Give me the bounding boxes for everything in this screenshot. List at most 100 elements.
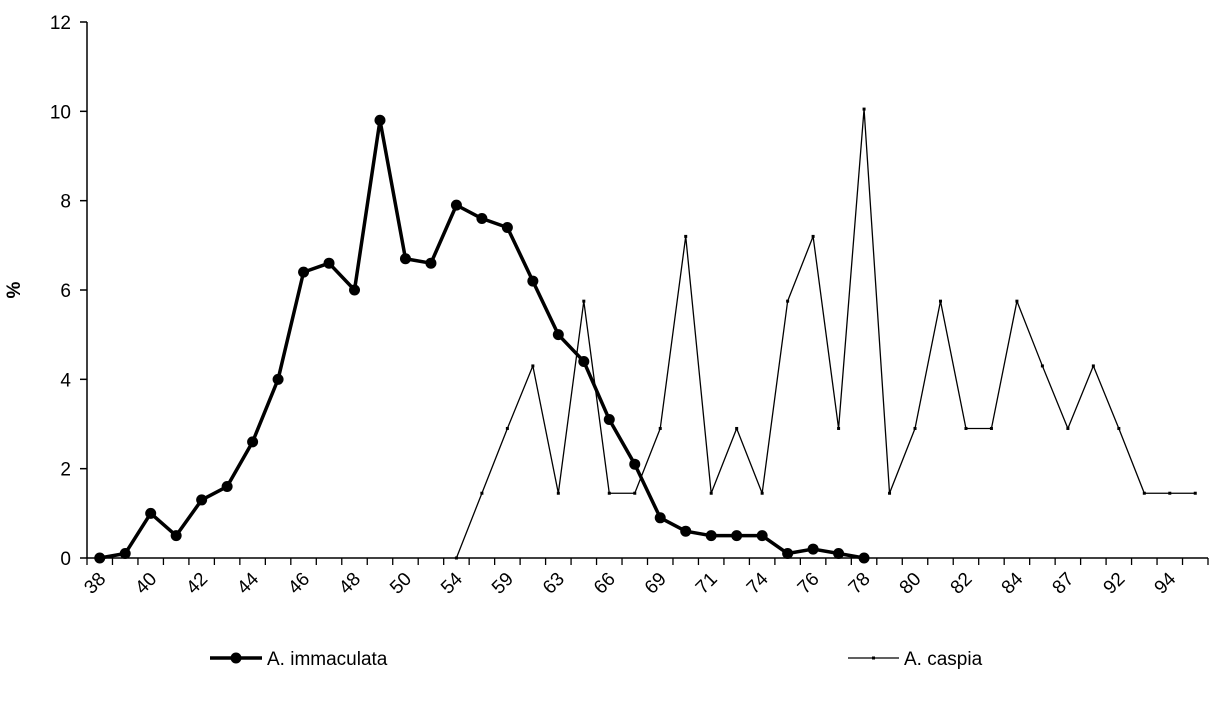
- data-point-immaculata: [527, 275, 539, 287]
- legend-item-immaculata: A. immaculata: [210, 649, 388, 670]
- data-point-immaculata: [731, 530, 743, 542]
- x-tick-label: 66: [590, 569, 620, 599]
- data-point-immaculata: [196, 494, 208, 506]
- series-caspia: [454, 107, 1197, 560]
- x-tick-label: 40: [131, 569, 161, 599]
- x-tick-label: 54: [437, 568, 467, 598]
- legend-marker-caspia: [872, 656, 875, 660]
- x-tick-label: 76: [794, 569, 824, 599]
- x-tick-label: 84: [998, 568, 1028, 598]
- data-point-caspia: [760, 491, 764, 495]
- data-point-immaculata: [858, 552, 870, 564]
- data-point-caspia: [454, 556, 458, 560]
- data-point-immaculata: [476, 213, 488, 225]
- data-point-caspia: [607, 491, 611, 495]
- data-point-caspia: [582, 299, 586, 303]
- y-axis-label: %: [4, 281, 25, 298]
- x-axis: 38 40 42 44 46 48 50 54 59 63 66 69 71 74 76 78 80 82 84 87…: [80, 557, 1209, 599]
- data-point-caspia: [786, 299, 790, 303]
- data-point-immaculata: [425, 257, 437, 269]
- y-tick-label: 2: [60, 460, 71, 481]
- data-point-immaculata: [629, 458, 641, 470]
- data-point-immaculata: [552, 329, 564, 341]
- data-point-caspia: [837, 426, 841, 430]
- legend-label-immaculata: A. immaculata: [267, 649, 388, 670]
- x-tick-label: 92: [1100, 569, 1130, 599]
- x-tick-label: 69: [641, 569, 671, 599]
- x-tick-label: 50: [386, 569, 416, 599]
- y-axis: 0 2 4 6 8 10 12 %: [4, 13, 88, 570]
- data-point-caspia: [1091, 364, 1095, 368]
- data-point-caspia: [862, 107, 866, 111]
- data-point-caspia: [1117, 426, 1121, 430]
- data-point-immaculata: [94, 552, 106, 564]
- data-point-caspia: [989, 426, 993, 430]
- legend: A. immaculata A. caspia: [210, 649, 983, 670]
- data-point-caspia: [480, 491, 484, 495]
- data-point-caspia: [1015, 299, 1019, 303]
- y-tick-label: 12: [50, 13, 71, 34]
- data-point-caspia: [709, 491, 713, 495]
- y-tick-label: 8: [60, 192, 71, 213]
- x-tick-label: 48: [335, 569, 365, 599]
- series-line-caspia: [455, 108, 1196, 559]
- data-point-immaculata: [603, 414, 615, 426]
- data-point-immaculata: [323, 257, 335, 269]
- legend-label-caspia: A. caspia: [904, 649, 983, 670]
- data-point-caspia: [505, 426, 509, 430]
- data-point-caspia: [964, 426, 968, 430]
- data-point-caspia: [1040, 364, 1044, 368]
- legend-item-caspia: A. caspia: [848, 649, 983, 670]
- series-immaculata: [94, 114, 870, 564]
- data-point-caspia: [658, 426, 662, 430]
- data-point-caspia: [1142, 491, 1146, 495]
- data-point-immaculata: [833, 548, 845, 560]
- x-tick-label: 87: [1049, 569, 1079, 599]
- x-tick-label: 44: [233, 568, 263, 598]
- x-tick-label: 38: [80, 569, 110, 599]
- data-point-caspia: [684, 234, 688, 238]
- y-tick-label: 10: [50, 102, 71, 123]
- data-point-caspia: [556, 491, 560, 495]
- data-point-immaculata: [399, 253, 411, 265]
- x-tick-label: 59: [488, 569, 518, 599]
- x-tick-label: 46: [284, 569, 314, 599]
- data-point-caspia: [913, 426, 917, 430]
- data-point-immaculata: [807, 543, 819, 555]
- x-tick-label: 63: [539, 569, 569, 599]
- data-point-immaculata: [705, 530, 717, 542]
- data-point-immaculata: [450, 199, 462, 211]
- data-point-immaculata: [272, 373, 284, 385]
- y-tick-label: 4: [60, 370, 71, 391]
- data-point-immaculata: [170, 530, 182, 542]
- x-tick-label: 42: [182, 569, 212, 599]
- data-point-immaculata: [298, 266, 310, 278]
- data-point-caspia: [888, 491, 892, 495]
- x-tick-label: 78: [845, 569, 875, 599]
- x-tick-label: 71: [692, 569, 722, 599]
- x-ticks: 38 40 42 44 46 48 50 54 59 63 66 69 71 74 76 78 80 82 84 87…: [80, 558, 1209, 599]
- data-point-immaculata: [349, 284, 361, 296]
- data-point-immaculata: [221, 481, 233, 493]
- legend-marker-immaculata: [230, 652, 242, 664]
- data-point-immaculata: [578, 355, 590, 367]
- x-tick-label: 80: [896, 569, 926, 599]
- data-point-caspia: [633, 491, 637, 495]
- series-layer: [94, 107, 1197, 564]
- data-point-immaculata: [145, 507, 157, 519]
- data-point-caspia: [811, 234, 815, 238]
- y-ticks: 0 2 4 6 8 10 12: [50, 13, 87, 570]
- data-point-immaculata: [756, 530, 768, 542]
- data-point-immaculata: [501, 221, 513, 233]
- data-point-immaculata: [374, 114, 386, 126]
- data-point-immaculata: [782, 548, 794, 560]
- data-point-immaculata: [247, 436, 259, 448]
- x-tick-label: 74: [743, 568, 773, 598]
- data-point-immaculata: [680, 525, 692, 537]
- data-point-immaculata: [119, 548, 131, 560]
- data-point-caspia: [1193, 491, 1197, 495]
- data-point-immaculata: [654, 512, 666, 524]
- x-tick-label: 82: [947, 569, 977, 599]
- x-tick-label: 94: [1151, 568, 1181, 598]
